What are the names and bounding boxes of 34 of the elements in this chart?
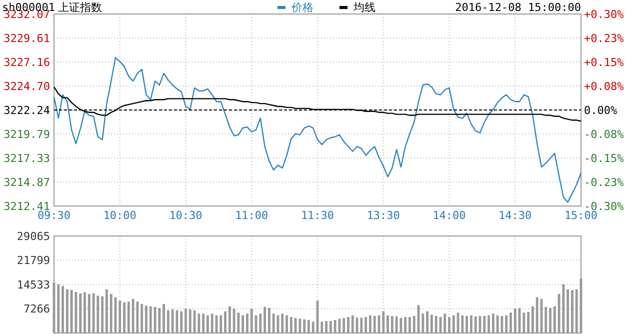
y-tick-label: 3217.33 — [4, 152, 50, 165]
x-tick-label: 10:30 — [169, 209, 202, 222]
y-tick-label: 29065 — [16, 230, 50, 243]
x-tick-label: 11:30 — [300, 209, 334, 222]
y2-tick-label: -0.08% — [584, 128, 624, 141]
y-tick-label: 3222.24 — [4, 104, 50, 117]
line-series — [53, 57, 582, 203]
x-tick-label: 09:30 — [37, 209, 71, 222]
line-series — [53, 86, 582, 122]
y2-tick-label: -0.23% — [584, 176, 624, 189]
y2-tick-label: -0.15% — [584, 152, 624, 165]
x-tick-label: 15:00 — [564, 209, 598, 222]
chart-title: 上证指数 — [58, 1, 102, 14]
x-tick-label: 11:00 — [235, 209, 268, 222]
annotation: 2016-12-08 15:00:00 — [455, 1, 581, 14]
y2-tick-label: +0.30% — [584, 8, 624, 21]
legend-label: 价格 — [290, 1, 314, 14]
y-tick-label: 14533 — [16, 278, 50, 292]
y-tick-label: 7266 — [24, 302, 50, 316]
y2-tick-label: +0.15% — [584, 56, 624, 69]
x-tick-label: 14:30 — [498, 209, 532, 222]
y2-tick-label: +0.23% — [584, 32, 624, 45]
x-tick-label: 10:00 — [103, 209, 136, 222]
y2-tick-label: +0.08% — [584, 80, 624, 93]
y2-tick-label: 0.00% — [584, 104, 618, 117]
x-tick-label: 13:30 — [366, 209, 400, 222]
y-tick-label: 3219.79 — [4, 128, 50, 141]
y-tick-label: 3224.70 — [4, 80, 50, 93]
y-tick-label: 3214.87 — [4, 176, 50, 189]
x-tick-label: 14:00 — [432, 209, 466, 222]
legend-label: 均线 — [352, 1, 376, 14]
y-tick-label: 3229.61 — [4, 32, 50, 45]
y-tick-label: 21799 — [16, 254, 50, 268]
y-tick-label: 3227.16 — [4, 56, 50, 69]
